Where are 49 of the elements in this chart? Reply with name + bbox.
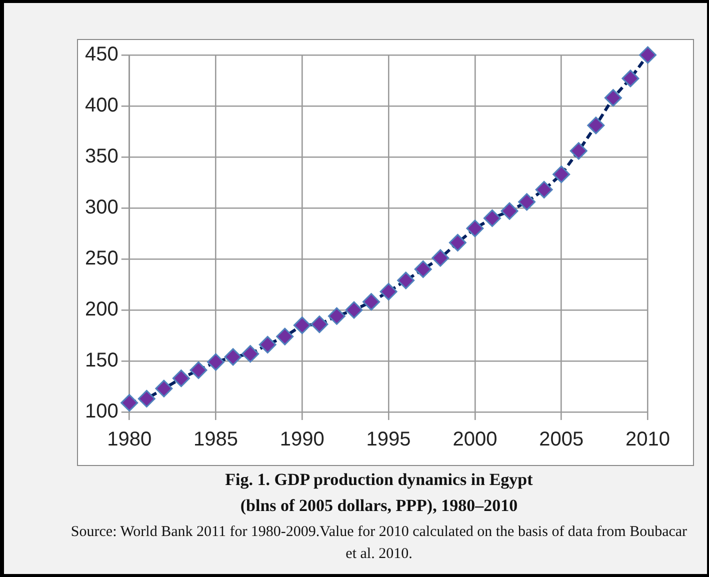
point xyxy=(120,394,138,412)
point xyxy=(466,220,484,238)
point xyxy=(587,116,605,134)
point xyxy=(155,380,173,398)
y-tick-label: 100 xyxy=(84,400,118,423)
point xyxy=(138,390,156,408)
point xyxy=(293,316,311,334)
y-tick-label: 400 xyxy=(84,94,118,117)
point xyxy=(414,260,432,278)
point xyxy=(639,46,657,64)
x-tick-label: 1995 xyxy=(366,428,411,451)
point xyxy=(500,202,518,220)
point xyxy=(432,249,450,267)
point xyxy=(310,316,328,334)
source-note: Source: World Bank 2011 for 1980-2009.Value for 2010 calculated on the basis of data from Boubacar et al. 2010. xyxy=(70,523,688,564)
text: Fig. 1. GDP production dynamics in Egypt xyxy=(224,469,534,491)
y-tick-label: 150 xyxy=(84,350,118,372)
point xyxy=(397,272,415,290)
point xyxy=(622,70,640,88)
point xyxy=(345,301,363,319)
point xyxy=(258,336,276,354)
point xyxy=(190,361,208,379)
point xyxy=(604,89,622,107)
point xyxy=(242,345,260,363)
x-tick-label: 2000 xyxy=(452,428,498,451)
y-tick-label: 300 xyxy=(84,196,118,219)
x-tick-label: 2005 xyxy=(539,428,584,451)
point xyxy=(380,282,398,300)
point xyxy=(570,142,588,160)
point xyxy=(328,307,346,325)
x-tick-label: 1980 xyxy=(107,428,152,451)
y-tick-label: 350 xyxy=(84,146,118,168)
point xyxy=(535,180,553,198)
point xyxy=(172,370,190,388)
x-tick-label: 1990 xyxy=(280,428,324,451)
text: (blns of 2005 dollars, PPP), 1980–2010 xyxy=(239,495,519,517)
x-tick-label: 2010 xyxy=(626,428,670,451)
point xyxy=(483,209,501,227)
y-tick-label: 450 xyxy=(84,44,118,66)
point xyxy=(552,166,570,184)
y-tick-label: 250 xyxy=(84,248,118,270)
point xyxy=(207,353,225,371)
point xyxy=(518,193,536,211)
point xyxy=(276,328,294,346)
x-tick-label: 1985 xyxy=(194,428,238,451)
point xyxy=(448,234,466,252)
y-tick-label: 200 xyxy=(84,298,118,321)
point xyxy=(362,293,380,311)
point xyxy=(224,348,242,366)
